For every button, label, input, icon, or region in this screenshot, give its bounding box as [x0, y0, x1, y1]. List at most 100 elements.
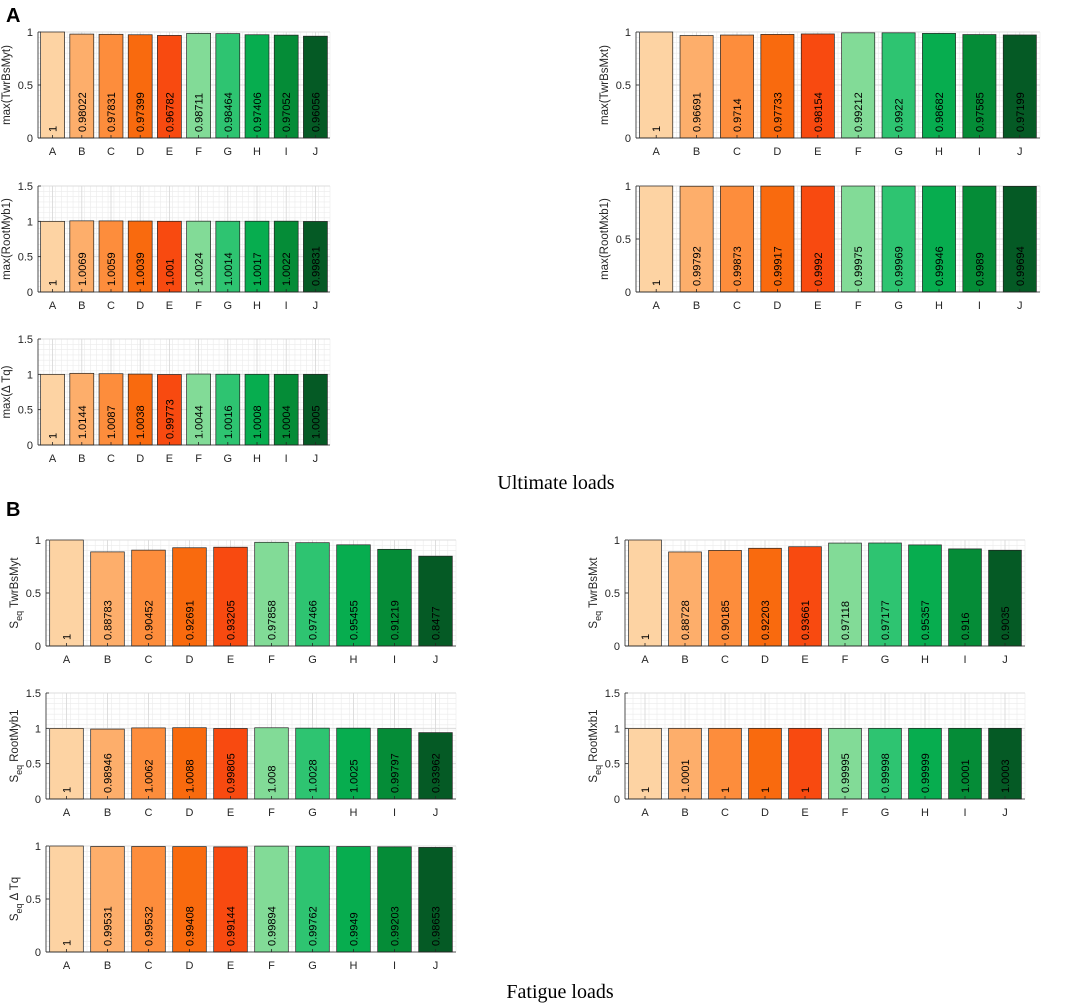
bar-value-label: 1: [48, 126, 60, 132]
y-tick-label: 1.5: [18, 181, 33, 193]
x-tick-label: B: [104, 960, 111, 972]
bar-B: [679, 35, 714, 139]
x-tick-label: C: [733, 146, 741, 158]
y-tick-label: 0.5: [26, 759, 41, 771]
x-tick-label: B: [681, 654, 688, 666]
y-axis-label-subscript: eq: [14, 903, 24, 913]
x-tick-label: J: [313, 300, 319, 312]
panel-letter-b: B: [6, 499, 20, 521]
bar-value-label: 1.0024: [194, 252, 206, 286]
bar-value-label: 0.98154: [813, 92, 825, 132]
chart-1: 1 0.98022 0.97831 0.97399 0.96782 0.98711 0.98…: [1, 27, 331, 158]
bar-value-label: 1: [800, 787, 812, 793]
x-tick-label: F: [855, 146, 862, 158]
x-tick-label: C: [145, 807, 153, 819]
bar-I: [948, 727, 982, 800]
y-tick-label: 1: [614, 535, 620, 547]
x-tick-label: A: [49, 146, 57, 158]
chart-10: 1 0.99531 0.99532 0.99408 0.99144 0.99894 0.99…: [9, 841, 457, 972]
bar-G: [868, 542, 902, 647]
x-tick-label: F: [842, 807, 849, 819]
bar-value-label: 1.0017: [252, 252, 264, 286]
x-tick-label: G: [881, 807, 890, 819]
x-tick-label: B: [681, 807, 688, 819]
bar-value-label: 0.96056: [310, 92, 322, 132]
bar-C: [720, 185, 754, 293]
bar-value-label: 1.0003: [1000, 759, 1012, 793]
x-tick-label: F: [268, 807, 275, 819]
bar-E: [800, 33, 835, 139]
bar-value-label: 0.99532: [144, 906, 156, 946]
bar-F: [841, 32, 876, 139]
bar-D: [172, 547, 207, 647]
bar-value-label: 1.0088: [185, 759, 197, 793]
bar-G: [881, 32, 916, 139]
y-axis-label-subscript: eq: [14, 611, 24, 621]
y-tick-label: 0: [27, 287, 33, 299]
bar-value-label: 1.0028: [308, 759, 320, 793]
y-tick-label: 0: [35, 794, 41, 806]
x-tick-label: J: [433, 654, 439, 666]
bar-value-label: 1.0069: [77, 252, 89, 286]
bar-value-label: 1.0087: [106, 405, 118, 439]
x-tick-label: H: [350, 960, 358, 972]
bar-B: [90, 551, 125, 647]
bar-value-label: 0.97052: [281, 92, 293, 132]
bar-value-label: 1.0059: [106, 252, 118, 286]
bar-value-label: 0.95455: [349, 600, 361, 640]
bar-value-label: 0.98711: [194, 93, 206, 132]
x-tick-label: G: [894, 300, 903, 312]
bar-J: [988, 727, 1022, 800]
bar-value-label: 1.001: [164, 258, 176, 286]
y-tick-label: 0: [35, 641, 41, 653]
y-tick-label: 1.5: [605, 688, 620, 700]
bar-value-label: 0.98464: [223, 92, 235, 132]
bar-value-label: 0.96691: [692, 92, 704, 132]
bar-J: [418, 732, 453, 800]
bar-E: [788, 546, 822, 647]
bar-value-label: 0.97199: [1015, 92, 1027, 132]
bar-value-label: 0.99998: [880, 753, 892, 793]
x-tick-label: E: [227, 654, 234, 666]
x-tick-label: F: [855, 300, 862, 312]
y-axis-label-suffix: Δ Tq: [9, 877, 21, 901]
bar-F: [254, 727, 289, 800]
x-tick-label: D: [186, 807, 194, 819]
bar-value-label: 0.99969: [894, 246, 906, 286]
y-axis-label-subscript: eq: [593, 765, 603, 775]
bar-value-label: 0.99917: [772, 246, 784, 286]
bar-value-label: 1: [62, 940, 74, 946]
bar-A: [40, 31, 65, 139]
bar-F: [254, 541, 289, 647]
x-tick-label: D: [761, 807, 769, 819]
x-tick-label: E: [166, 453, 173, 465]
bar-value-label: 1.0038: [135, 405, 147, 439]
x-tick-label: H: [935, 146, 943, 158]
bar-value-label: 0.916: [960, 612, 972, 640]
x-tick-label: D: [761, 654, 769, 666]
y-tick-label: 0.5: [605, 588, 620, 600]
x-tick-label: G: [308, 807, 317, 819]
bar-value-label: 0.99999: [920, 753, 932, 793]
bar-value-label: 0.98946: [103, 753, 115, 793]
x-tick-label: C: [145, 654, 153, 666]
x-tick-label: H: [253, 300, 261, 312]
x-tick-label: E: [166, 146, 173, 158]
bar-H: [336, 544, 371, 647]
x-tick-label: E: [801, 807, 808, 819]
bar-C: [708, 727, 742, 800]
bar-value-label: 0.93962: [431, 753, 443, 793]
bar-value-label: 0.98653: [431, 906, 443, 946]
bar-A: [49, 727, 84, 800]
bar-value-label: 0.99975: [853, 246, 865, 286]
x-tick-label: G: [308, 960, 317, 972]
y-tick-label: 1: [35, 841, 41, 853]
bar-B: [90, 728, 125, 800]
bar-value-label: 0.97406: [252, 92, 264, 132]
bar-value-label: 0.88783: [103, 600, 115, 640]
y-tick-label: 1: [625, 181, 631, 193]
y-axis-label-suffix: RootMyb1: [9, 709, 21, 761]
x-tick-label: E: [227, 807, 234, 819]
x-tick-label: I: [285, 300, 288, 312]
x-tick-label: B: [104, 654, 111, 666]
